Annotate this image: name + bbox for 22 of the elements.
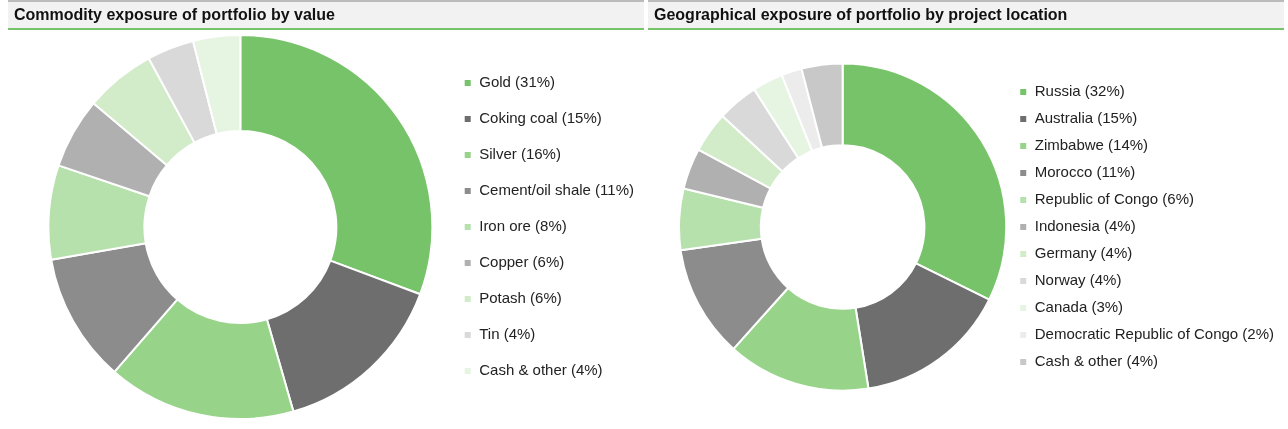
legend-label: Silver (16%) bbox=[479, 145, 561, 163]
legend-label: Indonesia (4%) bbox=[1034, 217, 1136, 235]
legend-label: Germany (4%) bbox=[1034, 244, 1133, 262]
legend-label: Democratic Republic of Congo (2%) bbox=[1034, 325, 1275, 343]
legend-label: Cash & other (4%) bbox=[1034, 352, 1159, 370]
legend-label: Australia (15%) bbox=[1034, 109, 1138, 127]
legend-label: Norway (4%) bbox=[1034, 271, 1122, 289]
legend-label: Zimbabwe (14%) bbox=[1034, 136, 1149, 154]
legend-label: Morocco (11%) bbox=[1034, 163, 1136, 181]
chart-title: Commodity exposure of portfolio by value bbox=[8, 0, 644, 30]
legend-label: Gold (31%) bbox=[479, 73, 556, 91]
legend-label: Republic of Congo (6%) bbox=[1034, 190, 1194, 208]
legend-label: Coking coal (15%) bbox=[479, 109, 602, 127]
legend-label: Cement/oil shale (11%) bbox=[479, 181, 635, 199]
legend-label: Russia (32%) bbox=[1034, 82, 1125, 100]
legend-label: Iron ore (8%) bbox=[479, 217, 567, 235]
chart-title: Geographical exposure of portfolio by project location bbox=[648, 0, 1284, 30]
legend-label: Canada (3%) bbox=[1034, 298, 1124, 316]
legend-label: Cash & other (4%) bbox=[479, 361, 603, 379]
legend-label: Copper (6%) bbox=[479, 253, 565, 271]
legend-label: Tin (4%) bbox=[479, 325, 536, 343]
legend-label: Potash (6%) bbox=[479, 289, 562, 307]
